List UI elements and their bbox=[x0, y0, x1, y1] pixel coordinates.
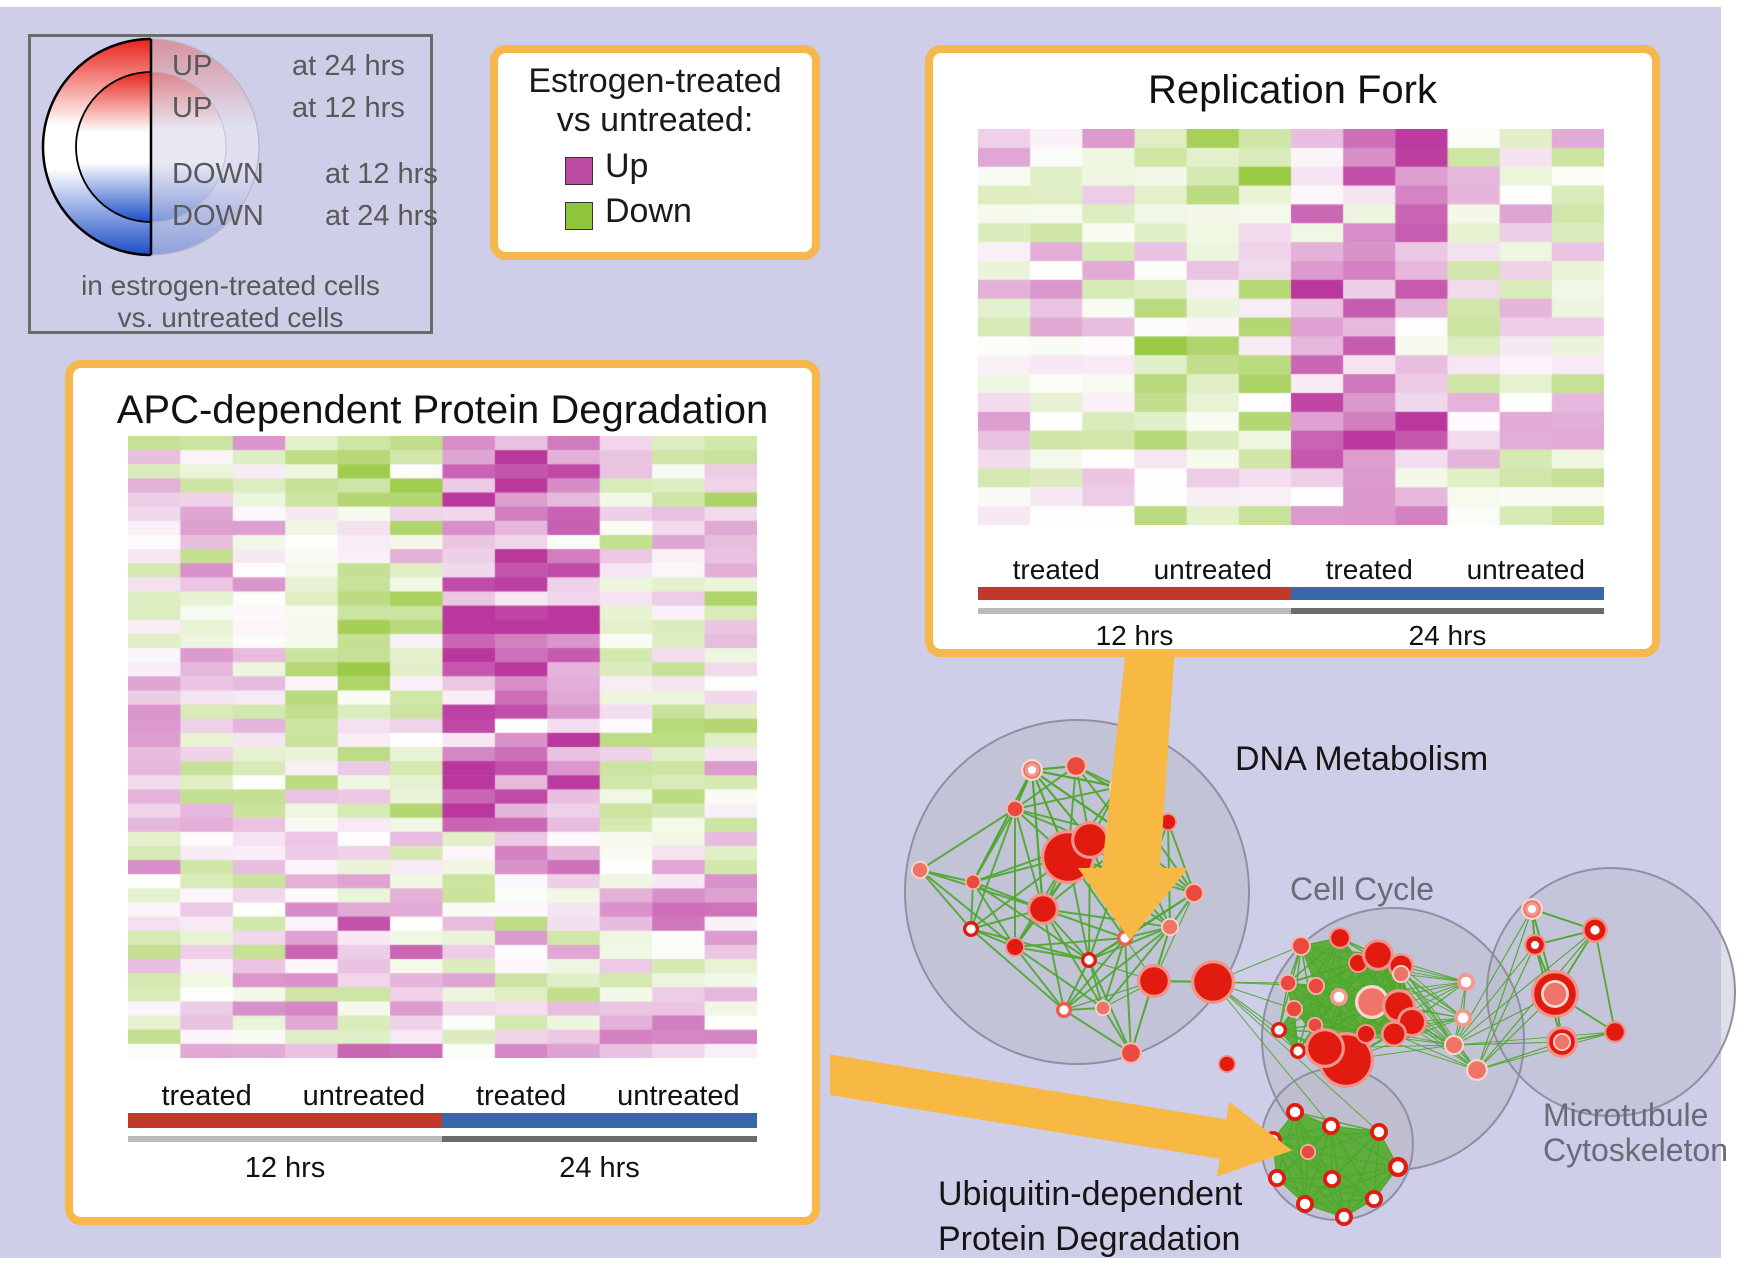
svg-text:Ubiquitin-dependent: Ubiquitin-dependent bbox=[938, 1175, 1243, 1213]
svg-text:Cytoskeleton: Cytoskeleton bbox=[1543, 1132, 1728, 1168]
svg-text:DNA Metabolism: DNA Metabolism bbox=[1235, 740, 1488, 778]
svg-text:Microtubule: Microtubule bbox=[1543, 1097, 1708, 1133]
svg-text:Cell Cycle: Cell Cycle bbox=[1290, 871, 1434, 907]
svg-text:Protein Degradation: Protein Degradation bbox=[938, 1220, 1240, 1258]
